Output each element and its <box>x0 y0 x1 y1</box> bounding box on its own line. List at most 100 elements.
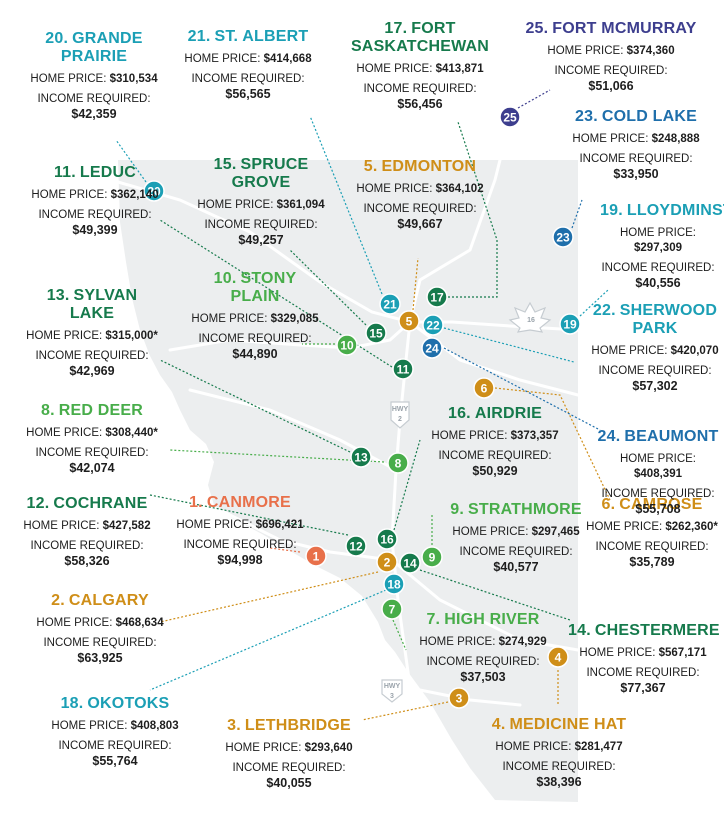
city-label-beaumont: 24. BEAUMONT HOME PRICE: $408,391 INCOME RE… <box>596 428 720 517</box>
pin-circle <box>387 452 409 474</box>
income-required-value: $42,969 <box>69 364 115 378</box>
pin-circle <box>376 551 398 573</box>
city-rank: 2. <box>51 592 65 609</box>
city-pin-beaumont[interactable]: 24 <box>421 337 443 359</box>
city-label-lloydminster: 19.LLOYDMINSTER HOME PRICE: $297,309 INCOM… <box>600 202 724 291</box>
city-pin-lloydminster[interactable]: 19 <box>559 313 581 335</box>
home-price-label: HOME PRICE: <box>586 521 666 533</box>
leader-line-canmore <box>269 547 301 553</box>
leader-line-spruce-grove <box>289 249 367 326</box>
city-pin-chestermere[interactable]: 14 <box>399 552 421 574</box>
city-pin-fort-mcmurray[interactable]: 25 <box>499 106 521 128</box>
income-required-value: $37,503 <box>460 670 506 684</box>
income-required-label: INCOME REQUIRED: <box>183 539 297 551</box>
city-pin-cochrane[interactable]: 12 <box>345 535 367 557</box>
city-pin-canmore[interactable]: 1 <box>305 545 327 567</box>
home-price-label: HOME PRICE: <box>431 430 511 442</box>
pin-circle <box>547 646 569 668</box>
home-price-value: $297,309 <box>634 242 682 254</box>
city-name: HIGH RIVER <box>444 611 540 628</box>
city-title: 9. STRATHMORE <box>446 501 586 519</box>
pin-circle <box>499 106 521 128</box>
city-pin-grande-prairie[interactable]: 20 <box>143 180 165 202</box>
city-pin-calgary[interactable]: 2 <box>376 551 398 573</box>
income-required-value: $77,367 <box>620 681 666 695</box>
income-required-label: INCOME REQUIRED: <box>601 488 715 500</box>
city-title: 23. COLD LAKE <box>560 108 712 126</box>
city-title: 8. RED DEER <box>12 402 172 420</box>
home-price-row: HOME PRICE: $297,465 <box>446 525 586 540</box>
home-price-label: HOME PRICE: <box>191 313 271 325</box>
income-required-value: $50,929 <box>472 464 518 478</box>
income-required-value: $49,257 <box>238 233 284 247</box>
city-title: 13. SYLVAN LAKE <box>12 287 172 323</box>
pin-number: 5 <box>406 315 413 329</box>
city-name: AIRDRIE <box>474 405 543 422</box>
pin-circle <box>473 377 495 399</box>
city-title: 4. MEDICINE HAT <box>474 716 644 734</box>
city-label-spruce-grove: 15. SPRUCE GROVE HOME PRICE: $361,094 INCOME… <box>176 156 346 248</box>
city-pin-airdrie[interactable]: 16 <box>376 528 398 550</box>
leader-line-sylvan-lake <box>159 359 351 453</box>
city-pin-edmonton[interactable]: 5 <box>398 310 420 332</box>
city-pin-fort-saskatchewan[interactable]: 17 <box>426 286 448 308</box>
pin-number: 14 <box>403 557 417 571</box>
income-required-value: $51,066 <box>588 79 634 93</box>
city-pin-camrose[interactable]: 6 <box>473 377 495 399</box>
city-name: PARK <box>632 320 678 337</box>
city-title: 3. LETHBRIDGE <box>214 717 364 735</box>
pin-number: 24 <box>425 342 439 356</box>
leader-line-high-river <box>392 619 407 651</box>
hwy-16-maple-leaf-shield: 16 <box>508 301 552 333</box>
city-pin-spruce-grove[interactable]: 15 <box>365 322 387 344</box>
city-pin-lethbridge[interactable]: 3 <box>448 687 470 709</box>
city-pin-strathmore[interactable]: 9 <box>421 546 443 568</box>
home-price-label: HOME PRICE: <box>452 526 532 538</box>
city-pin-medicine-hat[interactable]: 4 <box>547 646 569 668</box>
city-pin-stony-plain[interactable]: 10 <box>336 334 358 356</box>
home-price-value: $308,440* <box>105 427 158 439</box>
city-pins: 1 234567891011121314151617181920212223242… <box>143 106 581 709</box>
city-title: 7. HIGH RIVER <box>408 611 558 629</box>
city-label-camrose: 6. CAMROSE HOME PRICE: $262,360* INCOME REQ… <box>582 496 722 570</box>
city-pin-red-deer[interactable]: 8 <box>387 452 409 474</box>
city-pin-okotoks[interactable]: 18 <box>383 573 405 595</box>
city-pin-high-river[interactable]: 7 <box>381 598 403 620</box>
city-pin-leduc[interactable]: 11 <box>392 358 414 380</box>
income-required-label: INCOME REQUIRED: <box>595 541 709 553</box>
city-title: 25. FORT MCMURRAY <box>506 20 716 38</box>
city-pin-st-albert[interactable]: 21 <box>379 293 401 315</box>
home-price-row: HOME PRICE: $281,477 <box>474 740 644 755</box>
city-label-chestermere: 14. CHESTERMERE HOME PRICE: $567,171 INCOME… <box>568 622 720 696</box>
income-required-label: INCOME REQUIRED: <box>30 540 144 552</box>
income-required-value: $57,302 <box>632 379 678 393</box>
home-price-row: HOME PRICE: $427,582 <box>12 519 162 534</box>
home-price-row: HOME PRICE: $364,102 <box>352 182 488 197</box>
home-price-label: HOME PRICE: <box>495 741 575 753</box>
city-name: GROVE <box>231 174 291 191</box>
city-title: 14. CHESTERMERE <box>568 622 720 640</box>
income-required-label: INCOME REQUIRED: <box>363 203 477 215</box>
pin-circle <box>559 313 581 335</box>
pin-circle <box>350 446 372 468</box>
city-rank: 3. <box>227 717 241 734</box>
city-name: BEAUMONT <box>624 428 719 445</box>
city-pin-cold-lake[interactable]: 23 <box>552 226 574 248</box>
pin-circle <box>392 358 414 380</box>
city-label-lethbridge: 3. LETHBRIDGE HOME PRICE: $293,640 INCOME R… <box>214 717 364 791</box>
pin-number: 13 <box>354 451 368 465</box>
city-pin-sherwood-park[interactable]: 22 <box>422 314 444 336</box>
income-required-value: $49,667 <box>397 217 443 231</box>
pin-circle <box>365 322 387 344</box>
home-price-value: $297,465 <box>531 526 580 538</box>
pin-circle <box>426 286 448 308</box>
pin-circle <box>383 573 405 595</box>
city-title: 5. EDMONTON <box>352 158 488 176</box>
city-rank: 22. <box>592 302 616 319</box>
city-label-leduc: 11. LEDUC HOME PRICE: $362,140 INCOME REQUI… <box>20 164 170 238</box>
city-name: CHESTERMERE <box>594 622 720 639</box>
city-title: 19.LLOYDMINSTER <box>600 202 724 220</box>
leader-line-edmonton <box>412 257 419 311</box>
pin-number: 10 <box>340 339 354 353</box>
city-pin-sylvan-lake[interactable]: 13 <box>350 446 372 468</box>
